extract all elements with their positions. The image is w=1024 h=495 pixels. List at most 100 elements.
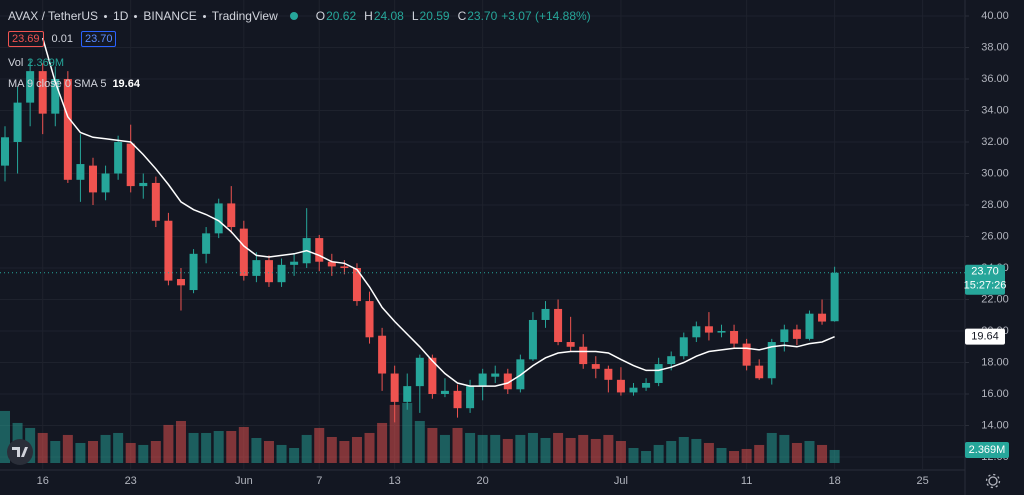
candle-body — [629, 387, 638, 393]
volume-bar — [678, 436, 689, 463]
candle-body — [239, 228, 248, 276]
candle-body — [466, 386, 475, 409]
volume-legend: Vol 2.369M — [8, 54, 64, 72]
volume-bar — [515, 434, 526, 463]
candle-body — [654, 364, 663, 383]
candle-body — [26, 71, 35, 103]
symbol[interactable]: AVAX / TetherUS — [8, 9, 99, 23]
volume-bar — [490, 434, 501, 463]
volume-bar — [113, 432, 124, 463]
settings-icon[interactable] — [985, 473, 1001, 489]
y-tick-label: 22.00 — [981, 293, 1009, 305]
candle-body — [478, 373, 487, 387]
candle-body — [227, 203, 236, 228]
candle-body — [202, 233, 211, 254]
ohlc-value: 24.08 — [373, 9, 404, 23]
candle-body — [252, 260, 261, 276]
candle-body — [541, 308, 550, 320]
candle-body — [151, 182, 160, 221]
volume-bar — [364, 432, 375, 463]
candle-body — [101, 173, 110, 193]
volume-bar — [540, 437, 551, 463]
candle-body — [792, 329, 801, 339]
ma-name[interactable]: MA 9 close 0 SMA 5 — [8, 78, 107, 90]
volume-bar — [628, 447, 639, 463]
volume-bar — [603, 434, 614, 463]
candles — [0, 37, 965, 423]
candle-body — [290, 261, 299, 265]
sell-button[interactable]: 23.69 — [8, 31, 44, 47]
price-label-box — [965, 264, 1005, 295]
candle-body — [604, 368, 613, 380]
candle-body — [503, 373, 512, 390]
ohlc-label: L — [411, 9, 419, 23]
candle-body — [730, 331, 739, 344]
y-tick-label: 38.00 — [981, 41, 1009, 53]
volume-bar — [100, 434, 111, 463]
ma-line — [41, 37, 835, 387]
volume-bar — [276, 444, 287, 463]
y-tick-label: 32.00 — [981, 136, 1009, 148]
change: +3.07 (+14.88%) — [501, 9, 591, 23]
candle-body — [805, 313, 814, 339]
volume-bar — [263, 441, 274, 463]
x-tick-label: 16 — [37, 475, 49, 487]
candle-body — [528, 319, 537, 360]
ohlc-label: H — [364, 9, 373, 23]
volume-bar — [163, 424, 174, 463]
volume-bar — [87, 441, 98, 463]
volume-bar — [238, 426, 249, 463]
candle-body — [214, 203, 223, 234]
y-tick-label: 40.00 — [981, 10, 1009, 22]
volume-bar — [716, 447, 727, 463]
axis-labels: 12.0014.0016.0018.0020.0022.0024.0026.00… — [37, 10, 1009, 487]
y-tick-label: 14.00 — [981, 419, 1009, 431]
candle-body — [830, 272, 839, 322]
volume-bar — [377, 422, 388, 463]
volume-bar — [289, 447, 300, 463]
ohlc-label: C — [457, 9, 467, 23]
volume-bar — [427, 427, 438, 463]
candle-body — [692, 326, 701, 338]
x-tick-label: Jun — [235, 475, 253, 487]
ma-label-box — [965, 328, 1005, 345]
candle-body — [76, 164, 85, 180]
y-tick-label: 26.00 — [981, 230, 1009, 242]
volume-bar — [351, 436, 362, 463]
candle-body — [114, 142, 123, 174]
volume-bar — [741, 448, 752, 463]
candle-body — [453, 390, 462, 409]
ma-label: 19.64 — [971, 331, 999, 343]
x-tick-label: 13 — [389, 475, 401, 487]
market-status — [289, 12, 298, 20]
volume-label-box — [965, 441, 1009, 458]
buy-button[interactable]: 23.70 — [80, 31, 117, 47]
volume-bar — [125, 442, 136, 463]
x-tick-label: Jul — [614, 475, 628, 487]
countdown: 15:27:26 — [964, 280, 1007, 292]
y-tick-label: 18.00 — [981, 356, 1009, 368]
volume-bar — [553, 432, 564, 463]
volume-bar — [804, 441, 815, 463]
ma-legend: MA 9 close 0 SMA 5 19.64 — [8, 75, 140, 93]
candle-body — [390, 373, 399, 402]
candle-body — [327, 261, 336, 267]
volume-bar — [590, 438, 601, 463]
volume-bar — [691, 438, 702, 463]
candle-body — [264, 260, 273, 283]
interval[interactable]: 1D — [113, 9, 129, 23]
volume-bar — [703, 442, 714, 463]
candle-body — [579, 346, 588, 365]
volume-bar — [326, 436, 337, 463]
volume-bar — [339, 441, 350, 463]
volume-bar — [175, 420, 186, 463]
volume-name[interactable]: Vol — [8, 57, 24, 69]
candle-body — [616, 379, 625, 393]
candle-body — [591, 364, 600, 369]
volume-value: 2.369M — [27, 57, 64, 69]
candle-body — [415, 357, 424, 387]
candle-body — [566, 342, 575, 347]
candle-body — [742, 343, 751, 366]
volume-bar — [452, 427, 463, 463]
